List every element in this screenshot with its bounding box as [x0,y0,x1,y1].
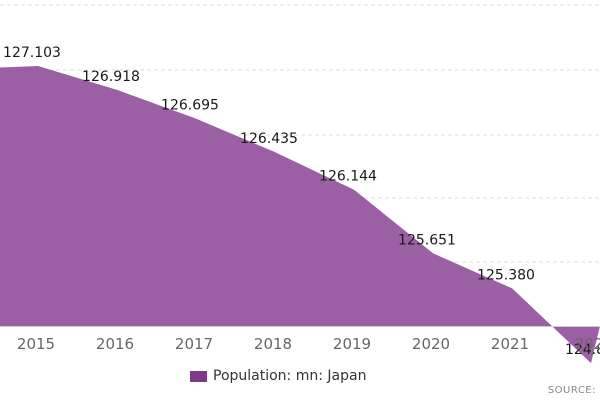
x-tick-label: 202 [575,335,600,353]
x-tick-label: 2018 [254,335,292,353]
source-label: SOURCE: [547,385,596,396]
data-label: 125.380 [477,267,535,283]
legend[interactable]: Population: mn: Japan [190,368,366,384]
data-label: 126.435 [240,131,298,147]
data-label: 127.103 [3,45,61,61]
x-tick-label: 2015 [17,335,55,353]
legend-label: Population: mn: Japan [213,368,367,384]
x-tick-label: 2020 [412,335,450,353]
data-label: 126.695 [161,98,219,114]
series-area [0,66,600,364]
data-label: 124.8 [565,342,600,358]
legend-swatch [190,370,207,382]
x-tick-label: 2017 [175,335,213,353]
x-axis-ticks: 2015 2016 2017 2018 2019 2020 2021 202 [17,335,600,353]
x-tick-label: 2021 [491,335,529,353]
data-labels: 127.103 126.918 126.695 126.435 126.144 125.6… [3,45,600,358]
data-label: 126.144 [319,169,377,185]
data-label: 125.651 [398,232,456,248]
x-tick-label: 2016 [96,335,134,353]
data-label: 126.918 [82,69,140,85]
x-tick-label: 2019 [333,335,371,353]
